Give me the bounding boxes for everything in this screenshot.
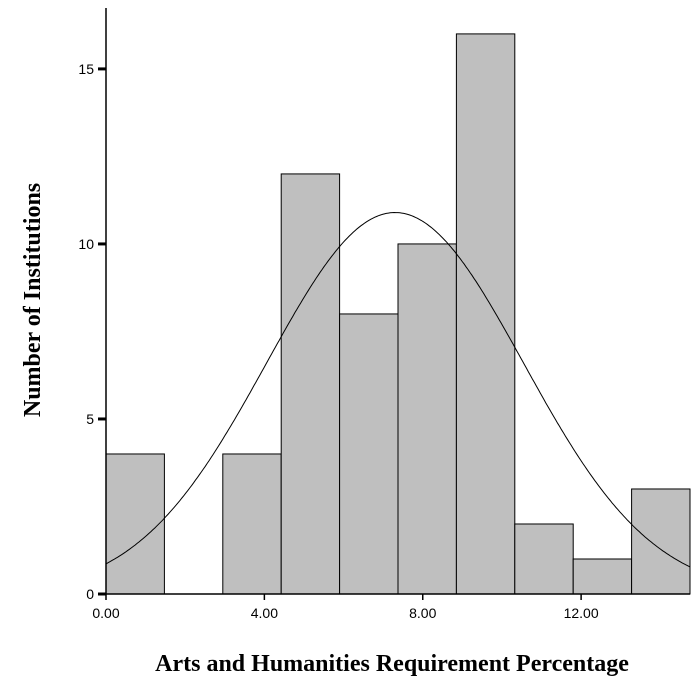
- x-tick-label: 4.00: [251, 605, 278, 621]
- normal-curve: [105, 211, 691, 568]
- bar: [222, 453, 282, 595]
- y-tick-label: 15: [78, 61, 94, 77]
- bar: [280, 173, 341, 595]
- y-tick-label: 10: [78, 236, 94, 252]
- bar: [339, 313, 399, 595]
- y-tick-label: 5: [86, 411, 94, 427]
- x-tick-label: 12.00: [564, 605, 599, 621]
- y-tick-label: 0: [86, 586, 94, 602]
- y-axis-label: Number of Institutions: [20, 183, 46, 417]
- bar: [631, 488, 691, 595]
- bar: [572, 558, 633, 595]
- x-tick-label: 0.00: [92, 605, 119, 621]
- bar: [397, 243, 457, 595]
- bar: [105, 453, 165, 595]
- x-tick-label: 8.00: [409, 605, 436, 621]
- bar: [455, 33, 516, 595]
- bar: [514, 523, 574, 595]
- x-axis-label: Arts and Humanities Requirement Percenta…: [155, 651, 629, 677]
